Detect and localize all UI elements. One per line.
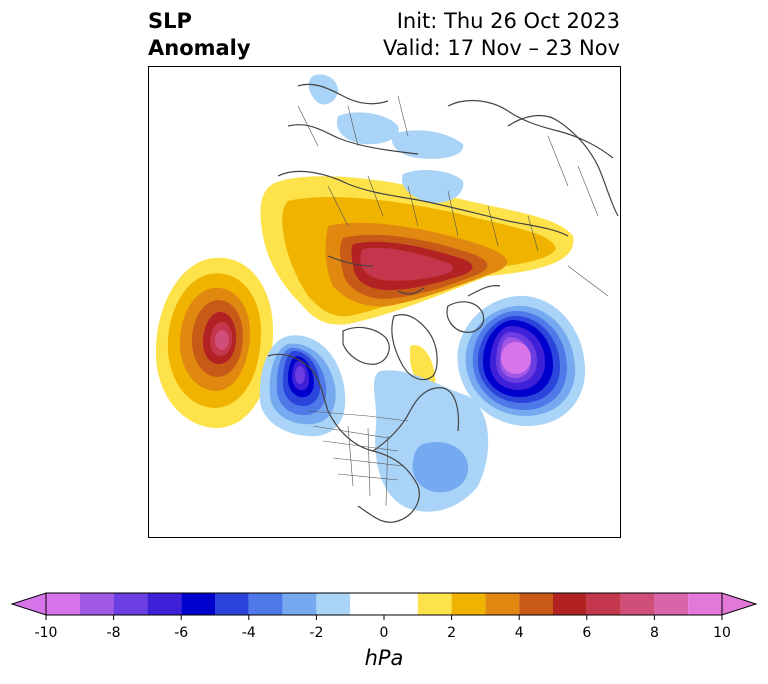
colorbar-swatch	[282, 593, 317, 615]
colorbar-swatch	[147, 593, 182, 615]
map-title: SLP Anomaly	[148, 8, 251, 62]
colorbar-swatch	[46, 593, 80, 615]
western-canada-low-contours	[259, 335, 346, 437]
colorbar-swatch	[248, 593, 283, 615]
colorbar-tick-label: -8	[107, 625, 121, 641]
colorbar-swatch	[553, 593, 587, 615]
arctic-low-contours	[308, 74, 464, 203]
colorbar-swatch	[586, 593, 621, 615]
init-date: Init: Thu 26 Oct 2023	[396, 9, 620, 33]
pacific-high-contours	[155, 257, 273, 428]
anomaly-map	[148, 66, 621, 538]
colorbar-tick-label: -10	[35, 625, 58, 641]
colorbar-swatch	[519, 593, 553, 615]
colorbar: -10 -8 -6 -4 -2 0 2 4 6 8 10	[10, 592, 758, 641]
coastlines	[267, 83, 619, 523]
eastern-low-contours	[373, 370, 489, 512]
forecast-info: Init: Thu 26 Oct 2023 Valid: 17 Nov – 23…	[383, 8, 620, 62]
colorbar-tick-label: 6	[582, 625, 591, 641]
colorbar-swatch	[688, 593, 722, 615]
atlantic-low-contours	[457, 295, 586, 426]
colorbar-tick-label: 0	[380, 625, 389, 641]
colorbar-swatch	[417, 593, 452, 615]
colorbar-swatch	[215, 593, 249, 615]
colorbar-swatch	[113, 593, 148, 615]
colorbar-extend-max	[721, 592, 758, 616]
colorbar-extend-min	[10, 592, 47, 616]
colorbar-swatch	[316, 593, 351, 615]
colorbar-swatch	[451, 593, 486, 615]
colorbar-swatch	[620, 593, 655, 615]
colorbar-swatch	[350, 593, 418, 615]
colorbar-tick-label: -6	[174, 625, 188, 641]
colorbar-swatch	[79, 593, 114, 615]
colorbar-tick-label: 2	[447, 625, 456, 641]
colorbar-tick-label: 8	[650, 625, 659, 641]
colorbar-tick-label: 4	[515, 625, 524, 641]
valid-range: Valid: 17 Nov – 23 Nov	[383, 36, 620, 60]
colorbar-tick-label: -2	[309, 625, 323, 641]
siberian-high-contours	[260, 176, 574, 325]
colorbar-swatch	[654, 593, 689, 615]
colorbar-swatch	[181, 593, 215, 615]
title-line-1: SLP	[148, 9, 192, 33]
colorbar-tick-label: 10	[713, 625, 731, 641]
title-line-2: Anomaly	[148, 36, 251, 60]
colorbar-unit-label: hPa	[364, 646, 404, 670]
colorbar-swatch	[485, 593, 520, 615]
colorbar-tick-label: -4	[242, 625, 256, 641]
country-borders	[297, 95, 609, 507]
